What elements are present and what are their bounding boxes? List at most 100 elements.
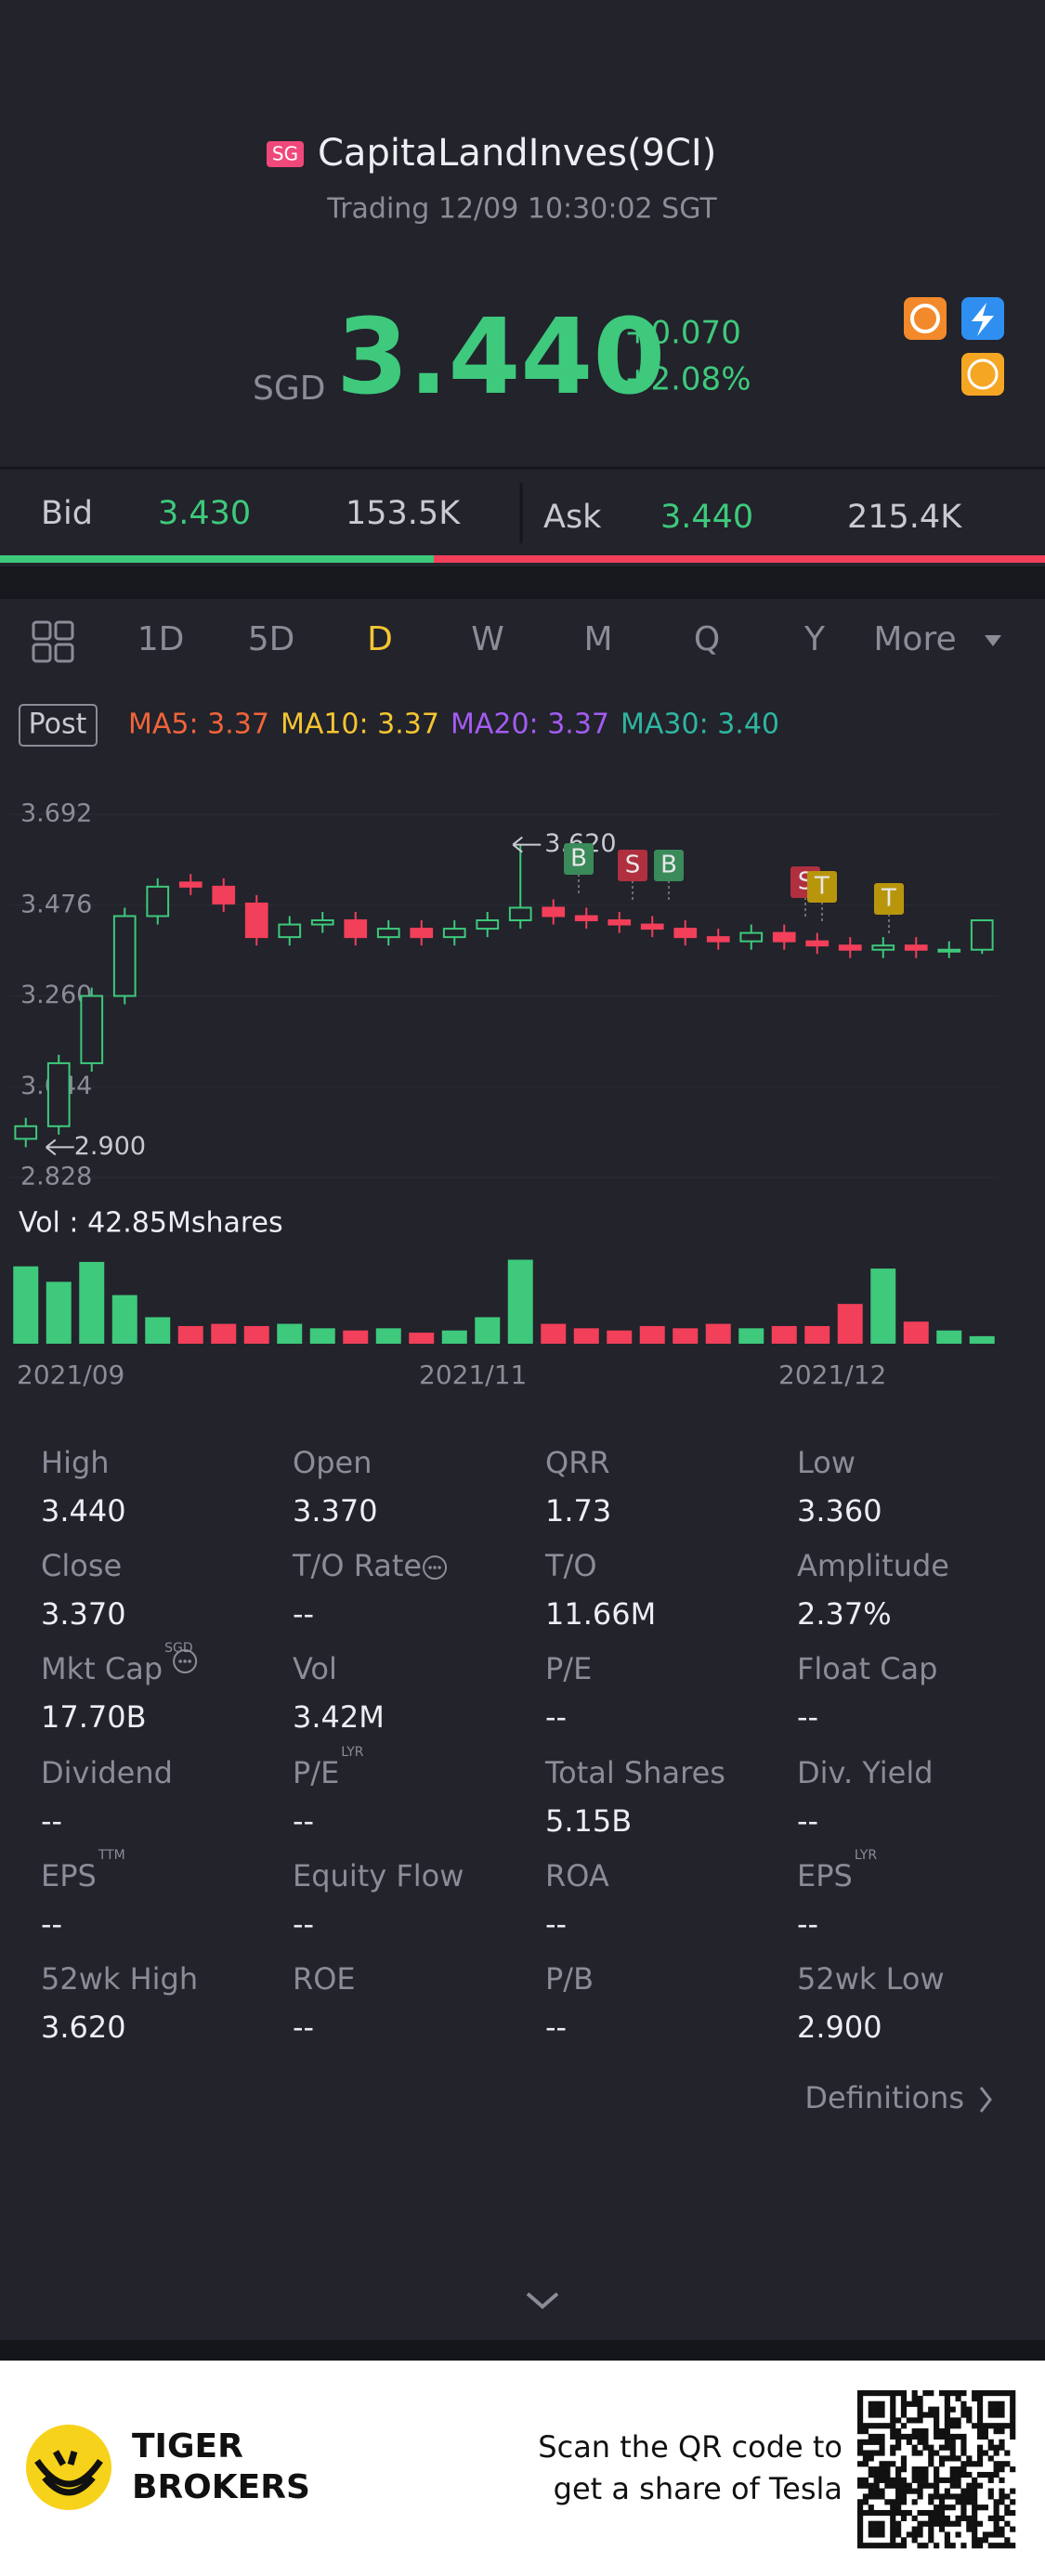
qr-module xyxy=(879,2509,885,2517)
qr-module xyxy=(879,2531,885,2538)
qr-module xyxy=(934,2520,940,2527)
definitions-link[interactable]: Definitions xyxy=(804,2080,964,2115)
qr-module xyxy=(868,2471,874,2478)
qr-module xyxy=(966,2482,973,2489)
qr-module xyxy=(922,2466,929,2473)
qr-module xyxy=(917,2488,923,2494)
layout-icon[interactable] xyxy=(54,620,74,641)
qr-module xyxy=(993,2461,999,2467)
y-tick-label: 3.692 xyxy=(20,800,92,828)
qr-module xyxy=(987,2515,994,2521)
qr-module xyxy=(917,2520,923,2527)
qr-module xyxy=(857,2400,864,2407)
info-icon[interactable] xyxy=(173,1649,198,1673)
qr-module xyxy=(999,2466,1005,2473)
candle-body xyxy=(871,944,895,951)
trade-marker-label: S xyxy=(625,852,641,879)
stat-value: -- xyxy=(545,2010,567,2045)
qr-module xyxy=(1010,2423,1016,2429)
qr-module xyxy=(949,2433,956,2440)
stat-superscript: LYR xyxy=(341,1745,363,1760)
qr-module xyxy=(895,2466,902,2473)
qr-module xyxy=(938,2526,946,2532)
qr-module xyxy=(900,2543,908,2549)
qr-module xyxy=(987,2412,994,2418)
layout-icon[interactable] xyxy=(32,643,52,663)
tab[interactable]: 5D xyxy=(248,620,295,658)
qr-module xyxy=(1010,2526,1016,2532)
layout-icon[interactable] xyxy=(54,643,74,663)
qr-module xyxy=(900,2395,908,2402)
qr-module xyxy=(982,2423,988,2429)
qr-module xyxy=(949,2439,956,2445)
qr-module xyxy=(900,2412,908,2418)
qr-module xyxy=(884,2482,891,2489)
candle-body xyxy=(14,1125,38,1140)
qr-module xyxy=(944,2417,950,2424)
tab[interactable]: Q xyxy=(694,620,720,658)
qr-module xyxy=(928,2461,934,2467)
tab[interactable]: Y xyxy=(803,620,826,658)
qr-module xyxy=(857,2444,864,2451)
qr-module xyxy=(934,2433,940,2440)
icon-margin[interactable] xyxy=(904,297,947,340)
stat-label: ROA xyxy=(545,1858,609,1893)
qr-module xyxy=(972,2423,978,2429)
qr-module xyxy=(862,2543,869,2549)
candle-body xyxy=(805,940,829,947)
qr-module xyxy=(879,2406,885,2413)
qr-module xyxy=(972,2537,978,2543)
qr-module xyxy=(999,2428,1005,2435)
stat-label: Dividend xyxy=(41,1755,173,1790)
tab[interactable]: More xyxy=(873,620,956,658)
qr-module xyxy=(879,2520,885,2527)
trade-marker xyxy=(564,843,594,875)
qr-module xyxy=(966,2493,973,2500)
qr-module xyxy=(938,2477,946,2483)
qr-module xyxy=(906,2400,912,2407)
qr-module xyxy=(900,2477,908,2483)
qr-module xyxy=(890,2499,896,2505)
qr-module xyxy=(879,2461,885,2467)
qr-module xyxy=(911,2526,918,2532)
qr-module xyxy=(911,2531,918,2538)
qr-module xyxy=(868,2450,874,2456)
volume-bar xyxy=(375,1328,401,1344)
qr-module xyxy=(999,2531,1005,2538)
info-icon[interactable] xyxy=(423,1555,448,1580)
qr-module xyxy=(955,2466,961,2473)
qr-module xyxy=(922,2482,929,2489)
qr-module xyxy=(879,2466,885,2473)
qr-module xyxy=(900,2509,908,2517)
qr-module xyxy=(999,2488,1005,2494)
trade-marker-label: B xyxy=(660,852,677,879)
layout-icon[interactable] xyxy=(32,620,52,641)
ma-legend: MA20: 3.37 xyxy=(451,709,609,741)
tab[interactable]: M xyxy=(583,620,612,658)
candle-body xyxy=(278,923,302,939)
tab[interactable]: W xyxy=(471,620,504,658)
qr-module xyxy=(976,2395,984,2402)
tiger-logo-stripes xyxy=(34,2450,103,2496)
stat-label: EPS xyxy=(797,1858,853,1893)
expand-chevron[interactable] xyxy=(526,2292,559,2309)
stat-label: 52wk High xyxy=(41,1961,198,1997)
qr-module xyxy=(976,2537,984,2543)
tab[interactable]: 1D xyxy=(137,620,185,658)
tab[interactable]: D xyxy=(367,620,393,658)
qr-text: Scan the QR code to xyxy=(538,2429,843,2465)
change: +0.070 xyxy=(624,315,741,352)
qr-module xyxy=(900,2499,908,2505)
qr-module xyxy=(987,2406,994,2413)
qr-module xyxy=(857,2526,864,2532)
qr-module xyxy=(1010,2400,1016,2407)
qr-module xyxy=(976,2520,984,2527)
qr-module xyxy=(993,2444,999,2451)
qr-module xyxy=(895,2499,902,2505)
qr-module xyxy=(890,2526,896,2532)
qr-module xyxy=(928,2509,934,2517)
qr-module xyxy=(966,2515,973,2521)
qr-module xyxy=(966,2488,973,2494)
qr-module xyxy=(949,2504,956,2511)
qr-module xyxy=(890,2400,896,2407)
